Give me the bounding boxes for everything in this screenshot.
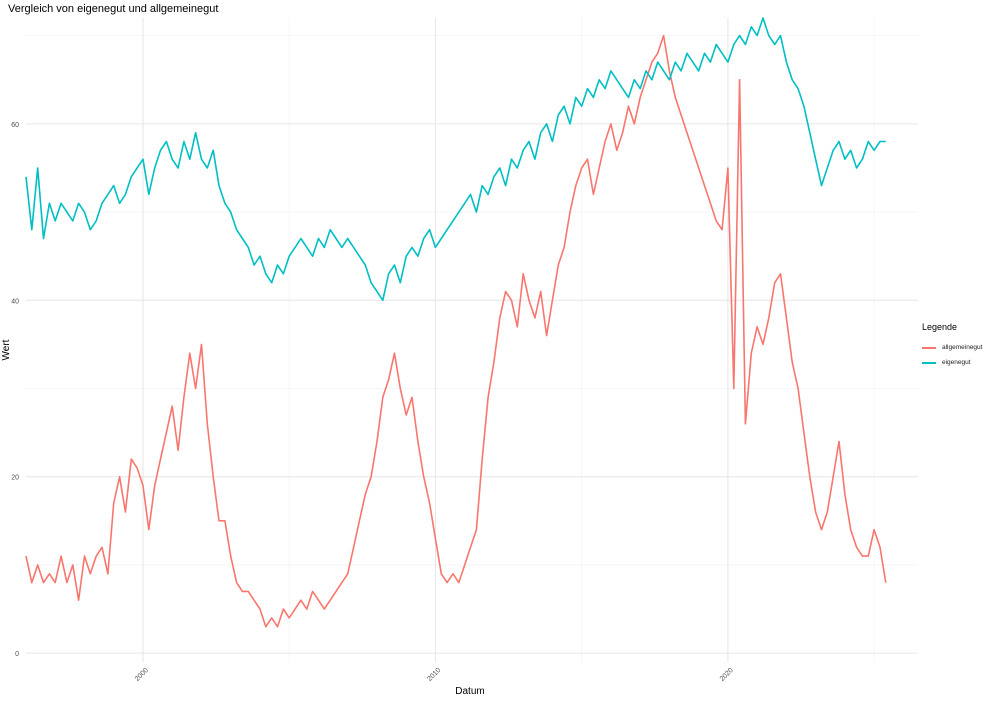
x-axis-label: Datum (455, 686, 484, 697)
legend-key-allgemeinegut (922, 346, 936, 349)
y-tick-label: 40 (11, 298, 19, 305)
grid (26, 18, 918, 662)
legend-label-allgemeinegut: allgemeinegut (942, 344, 983, 351)
series-line-eigenegut (25, 17, 886, 302)
legend-title: Legende (922, 322, 958, 332)
chart-title: Vergleich von eigenegut und allgemeinegu… (8, 3, 219, 15)
y-tick-label: 20 (11, 475, 19, 482)
y-tick-label: 0 (15, 651, 19, 658)
legend-label-eigenegut: eigenegut (942, 359, 971, 366)
legend-item-allgemeinegut: allgemeinegut (922, 340, 982, 355)
series-line-allgemeinegut (25, 34, 887, 628)
axes: 0 20 40 60 2000 2010 2020 (11, 122, 735, 683)
y-tick-label: 60 (11, 122, 19, 129)
series-layer (25, 17, 887, 628)
x-tick-label: 2010 (426, 667, 442, 683)
y-axis-label: Wert (1, 339, 12, 360)
legend-key-eigenegut (922, 361, 936, 364)
legend: Legende allgemeinegut eigenegut (922, 322, 982, 370)
x-tick-label: 2000 (134, 667, 150, 683)
x-tick-label: 2020 (719, 667, 735, 683)
legend-item-eigenegut: eigenegut (922, 355, 982, 370)
